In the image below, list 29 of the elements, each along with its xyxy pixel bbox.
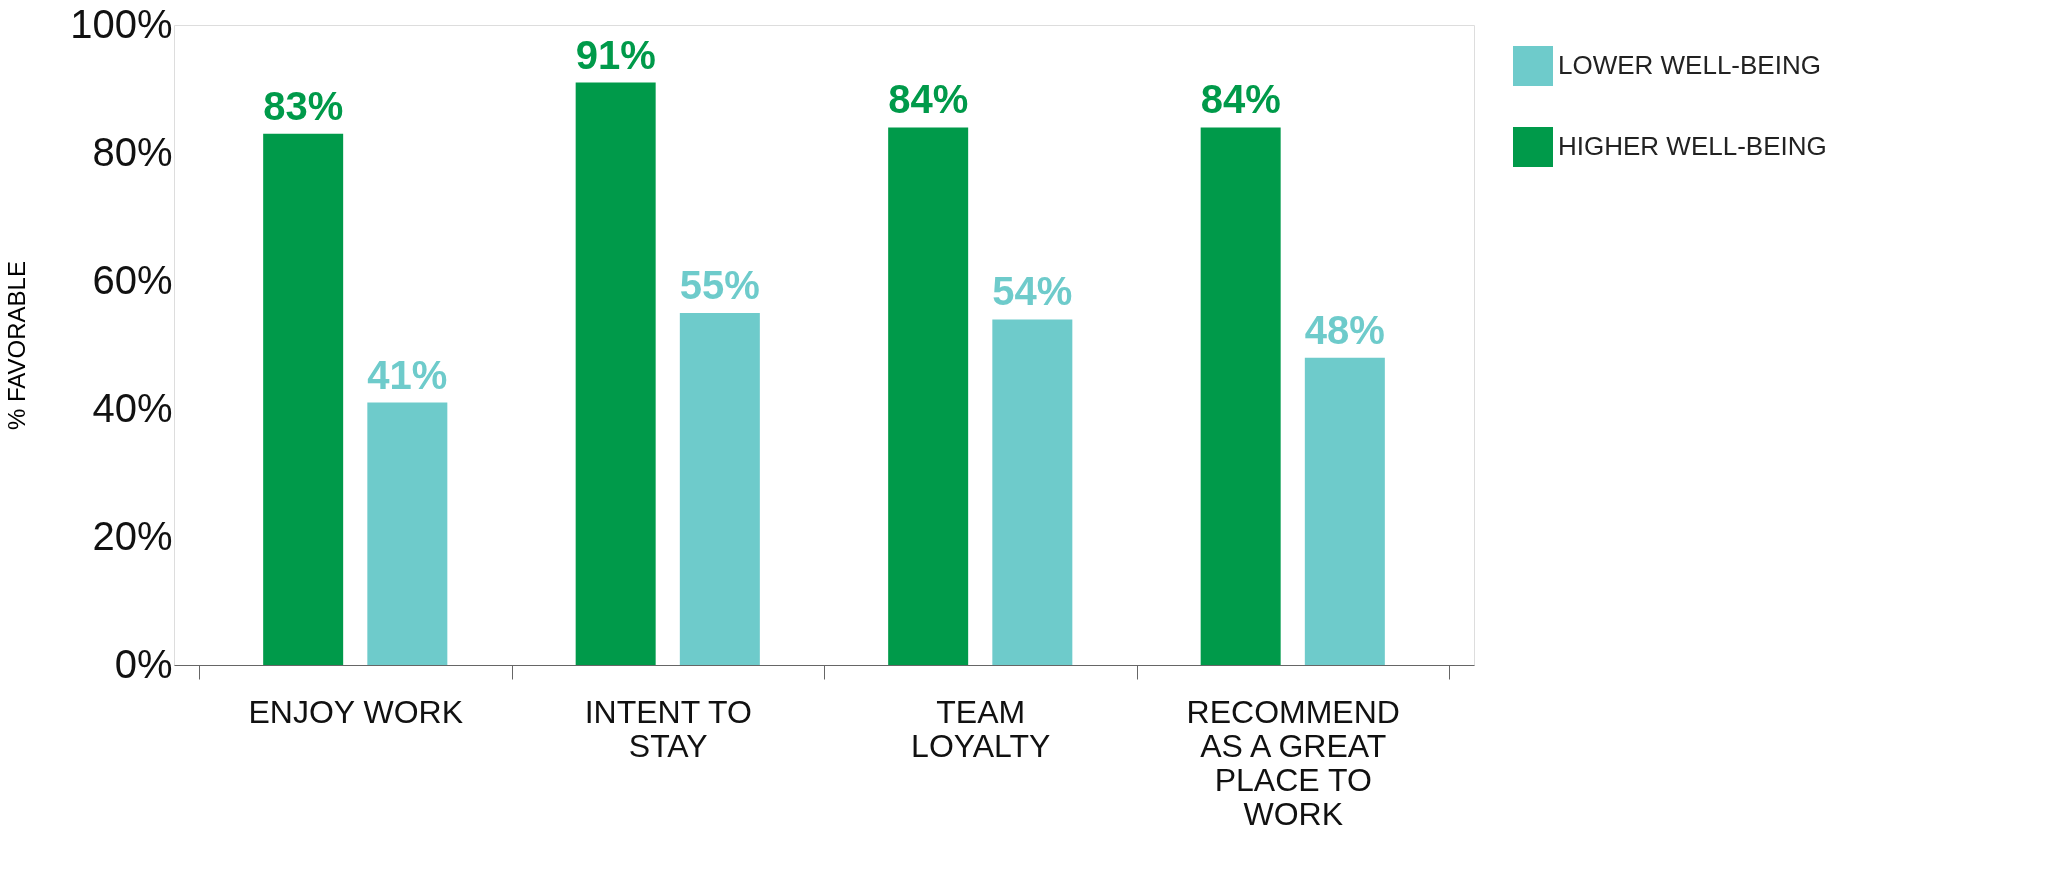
y-tick-label: 0% [114, 641, 173, 686]
legend-label: LOWER WELL-BEING [1558, 50, 1821, 80]
x-tick-label: RECOMMEND AS A GREAT PLACE TO WORK [1186, 693, 1400, 832]
data-label: 84% [888, 77, 969, 122]
data-label: 55% [679, 263, 760, 307]
y-tick-label: 20% [92, 513, 173, 558]
bar [992, 319, 1073, 665]
bar [575, 82, 656, 665]
data-label: 41% [367, 352, 448, 397]
x-tick-label: ENJOY WORK [248, 693, 464, 730]
data-label: 84% [1200, 77, 1281, 122]
data-label: 48% [1304, 307, 1385, 352]
x-tick-label: INTENT TO STAY [584, 693, 752, 764]
y-tick-label: 80% [92, 129, 173, 174]
y-axis-title: % FAVORABLE [3, 261, 31, 430]
legend-label: HIGHER WELL-BEING [1558, 131, 1827, 161]
y-tick-label: 100% [70, 1, 173, 46]
y-tick-label: 40% [92, 385, 173, 430]
bar [367, 402, 448, 665]
y-tick-label: 60% [92, 257, 173, 302]
bar [263, 133, 344, 665]
bar [1304, 357, 1385, 665]
bar [679, 313, 760, 665]
data-label: 54% [992, 269, 1073, 314]
x-tick-label: TEAM LOYALTY [911, 693, 1051, 764]
data-label: 83% [263, 83, 344, 128]
data-label: 91% [575, 32, 656, 77]
bar [1200, 127, 1281, 665]
bar [888, 127, 969, 665]
